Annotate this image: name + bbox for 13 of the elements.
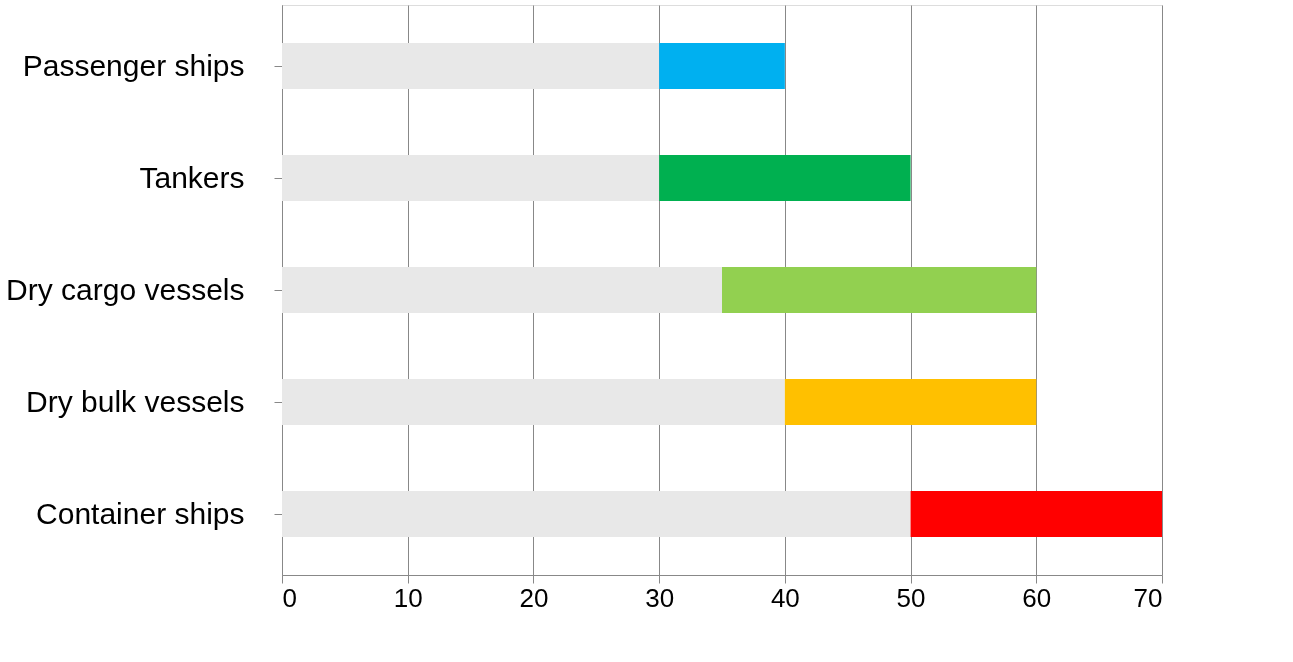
x-tick-label: 20 [519,582,549,613]
x-tick-label: 10 [393,582,423,613]
y-tick-label: Dry bulk vessels [26,384,245,418]
y-tick-label: Container ships [36,496,245,530]
y-tick-label: Tankers [139,160,245,194]
x-tick-label: 0 [282,582,297,613]
y-tick-label: Passenger ships [22,48,245,82]
y-tick-label: Dry cargo vessels [6,272,245,306]
x-tick-label: 30 [645,582,675,613]
x-tick-label: 50 [896,582,926,613]
x-tick-label: 70 [1133,582,1163,613]
x-tick-label: 40 [770,582,800,613]
x-tick-label: 60 [1022,582,1052,613]
